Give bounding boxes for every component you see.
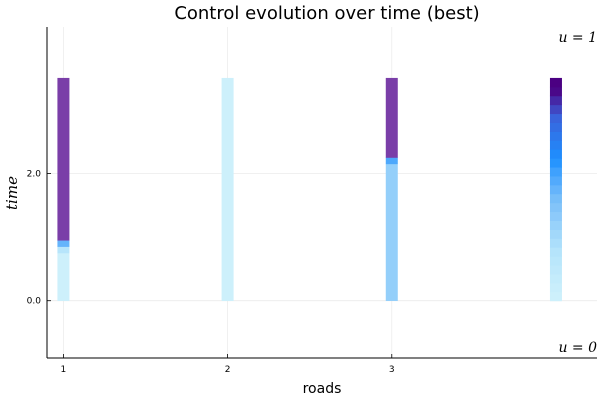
heatmap-cell xyxy=(549,282,562,293)
heatmap-cell xyxy=(549,167,562,177)
heatmap-cell xyxy=(549,104,562,115)
heatmap-cells xyxy=(57,77,562,302)
heatmap-cell xyxy=(221,77,234,302)
heatmap-cell xyxy=(549,175,562,186)
heatmap-cell xyxy=(549,229,562,239)
heatmap-cell xyxy=(549,131,562,141)
heatmap-cell xyxy=(385,163,398,302)
heatmap-cell xyxy=(549,273,562,284)
heatmap-cell xyxy=(549,220,562,230)
heatmap-cell xyxy=(549,86,562,97)
heatmap-cell xyxy=(385,157,398,165)
heatmap-cell xyxy=(549,202,562,213)
chart-title: Control evolution over time (best) xyxy=(174,3,479,24)
heatmap-cell xyxy=(549,140,562,150)
heatmap-cell xyxy=(549,122,562,132)
heatmap-cell xyxy=(549,95,562,106)
x-tick-label: 3 xyxy=(389,365,395,375)
grid-lines xyxy=(47,27,597,358)
heatmap-cell xyxy=(549,247,562,257)
heatmap-cell xyxy=(549,211,562,222)
annotation-u0: u = 0 xyxy=(558,340,597,356)
axes xyxy=(46,27,597,359)
heatmap-cell xyxy=(549,238,562,248)
y-axis-label: time xyxy=(3,176,21,210)
heatmap-cell xyxy=(57,246,70,254)
y-tick-label: 2.0 xyxy=(27,169,42,179)
heatmap-cell xyxy=(549,193,562,204)
y-tick-label: 0.0 xyxy=(27,297,42,307)
heatmap-cell xyxy=(549,256,562,266)
x-tick-label: 1 xyxy=(61,365,67,375)
heatmap-cell xyxy=(549,149,562,159)
tick-labels: 1 2 3 0.0 2.0 xyxy=(27,169,395,375)
heatmap-cell xyxy=(549,158,562,168)
heatmap-cell xyxy=(549,77,562,88)
heatmap-cell xyxy=(549,184,562,195)
heatmap-cell xyxy=(385,77,398,158)
heatmap-cell xyxy=(549,291,562,302)
heatmap-cell xyxy=(549,265,562,275)
x-tick-label: 2 xyxy=(225,365,231,375)
heatmap-cell xyxy=(57,77,70,241)
heatmap-cell xyxy=(57,252,70,302)
heatmap-cell xyxy=(57,240,70,247)
x-axis-label: roads xyxy=(303,381,342,397)
annotation-u1: u = 1 xyxy=(558,30,597,46)
heatmap-cell xyxy=(549,113,562,123)
